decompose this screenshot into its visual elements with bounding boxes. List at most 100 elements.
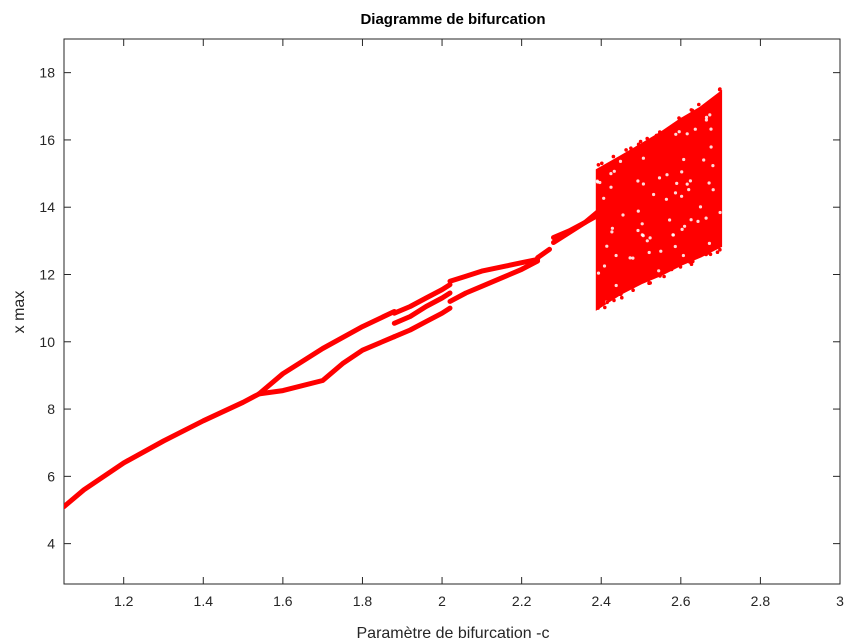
chaotic-point bbox=[662, 274, 666, 279]
chaotic-gap-point bbox=[673, 244, 677, 249]
chaotic-gap-point bbox=[647, 250, 651, 255]
chaotic-gap-point bbox=[689, 218, 693, 222]
chaotic-point bbox=[715, 250, 720, 254]
x-tick-label: 2.6 bbox=[671, 593, 691, 609]
y-tick-label: 18 bbox=[39, 65, 55, 81]
chaotic-gap-point bbox=[711, 188, 715, 192]
bifurcation-branch bbox=[391, 305, 453, 340]
chaotic-point bbox=[624, 148, 628, 152]
x-tick-label: 1.4 bbox=[194, 593, 214, 609]
chaotic-gap-point bbox=[618, 159, 623, 163]
chaotic-gap-point bbox=[648, 236, 652, 240]
chaotic-gap-point bbox=[702, 158, 706, 162]
chaotic-point bbox=[658, 130, 662, 134]
chaotic-gap-point bbox=[609, 172, 613, 176]
x-tick-label: 2.4 bbox=[591, 593, 611, 609]
chaotic-region bbox=[595, 89, 723, 311]
bifurcation-branch bbox=[256, 309, 397, 397]
chaotic-gap-point bbox=[698, 205, 703, 209]
chaotic-gap-point bbox=[636, 179, 640, 183]
chaotic-gap-point bbox=[718, 210, 722, 215]
chaotic-gap-point bbox=[677, 130, 681, 134]
chaotic-gap-point bbox=[687, 188, 691, 192]
chaotic-point bbox=[603, 305, 607, 310]
x-axis-label: Paramètre de bifurcation -c bbox=[357, 625, 550, 642]
chaotic-gap-point bbox=[680, 227, 684, 231]
bifurcation-branch bbox=[256, 334, 397, 397]
chaotic-point bbox=[648, 281, 652, 285]
chaotic-gap-point bbox=[707, 181, 711, 185]
chaotic-point bbox=[646, 278, 651, 282]
x-tick-label: 1.6 bbox=[273, 593, 293, 609]
x-tick-label: 2.2 bbox=[512, 593, 532, 609]
chaotic-gap-point bbox=[621, 213, 625, 217]
chaotic-point bbox=[636, 142, 641, 147]
y-tick-label: 10 bbox=[39, 334, 55, 350]
chaotic-point bbox=[691, 259, 695, 264]
chaotic-gap-point bbox=[602, 196, 606, 200]
chaotic-gap-point bbox=[708, 113, 712, 117]
chaotic-gap-point bbox=[598, 180, 602, 185]
plot-area bbox=[64, 87, 723, 510]
bifurcation-branch bbox=[551, 213, 600, 240]
chaotic-point bbox=[596, 306, 600, 310]
chaotic-gap-point bbox=[605, 244, 609, 248]
chaotic-point bbox=[620, 295, 624, 300]
chaotic-point bbox=[689, 262, 694, 267]
chaotic-gap-point bbox=[641, 182, 646, 186]
chaotic-point bbox=[678, 265, 683, 269]
x-tick-label: 1.8 bbox=[353, 593, 373, 609]
chaotic-gap-point bbox=[674, 132, 678, 136]
chaotic-gap-point bbox=[641, 156, 646, 160]
chaotic-gap-point bbox=[631, 256, 635, 260]
chaotic-point bbox=[600, 161, 604, 166]
chaotic-point bbox=[718, 87, 722, 91]
y-tick-label: 4 bbox=[47, 536, 55, 552]
chaotic-gap-point bbox=[685, 182, 689, 186]
chaotic-gap-point bbox=[645, 239, 649, 243]
chaotic-gap-point bbox=[680, 170, 684, 174]
bifurcation-branch bbox=[447, 258, 541, 304]
chaotic-gap-point bbox=[711, 164, 715, 168]
chaotic-gap-point bbox=[659, 249, 663, 253]
chaotic-gap-point bbox=[696, 219, 700, 223]
x-tick-label: 3 bbox=[836, 593, 844, 609]
chaotic-gap-point bbox=[628, 256, 632, 260]
axis-tick-labels: 1.2 1.4 1.6 1.8 2 2.2 2.4 2.6 2.8 3 4 6 8 10 12 14 16 18 bbox=[39, 65, 844, 609]
chaotic-gap-point bbox=[657, 269, 661, 273]
chaotic-point bbox=[629, 146, 633, 150]
chaotic-gap-point bbox=[693, 127, 697, 131]
chaotic-gap-point bbox=[681, 253, 686, 258]
chaotic-gap-point bbox=[652, 192, 656, 197]
chaotic-point bbox=[658, 274, 662, 278]
x-tick-label: 2.8 bbox=[751, 593, 771, 609]
chaotic-point bbox=[706, 251, 710, 255]
chaotic-point bbox=[631, 288, 635, 293]
chaotic-point bbox=[679, 117, 684, 122]
y-tick-label: 14 bbox=[39, 199, 55, 215]
chaotic-gap-point bbox=[610, 230, 614, 234]
bifurcation-branch bbox=[535, 246, 552, 261]
chaotic-gap-point bbox=[664, 197, 669, 201]
y-tick-label: 16 bbox=[39, 132, 55, 148]
chaotic-gap-point bbox=[602, 264, 607, 268]
axes-frame bbox=[63, 38, 841, 585]
chaotic-point bbox=[669, 267, 674, 272]
chart-title: Diagramme de bifurcation bbox=[360, 11, 545, 28]
chaotic-gap-point bbox=[640, 233, 644, 237]
chaotic-gap-point bbox=[657, 176, 662, 180]
chaotic-gap-point bbox=[612, 169, 616, 173]
chaotic-gap-point bbox=[680, 194, 684, 198]
chaotic-gap-point bbox=[671, 233, 675, 237]
chaotic-point bbox=[619, 292, 623, 296]
chaotic-gap-point bbox=[675, 181, 679, 185]
bifurcation-branch bbox=[391, 290, 453, 326]
chaotic-gap-point bbox=[704, 216, 708, 220]
y-tick-label: 8 bbox=[47, 401, 55, 417]
bifurcation-branch bbox=[447, 256, 541, 284]
chaotic-gap-point bbox=[665, 173, 669, 177]
chaotic-point bbox=[718, 247, 722, 252]
chaotic-gap-point bbox=[704, 118, 709, 122]
chaotic-gap-point bbox=[614, 283, 618, 288]
